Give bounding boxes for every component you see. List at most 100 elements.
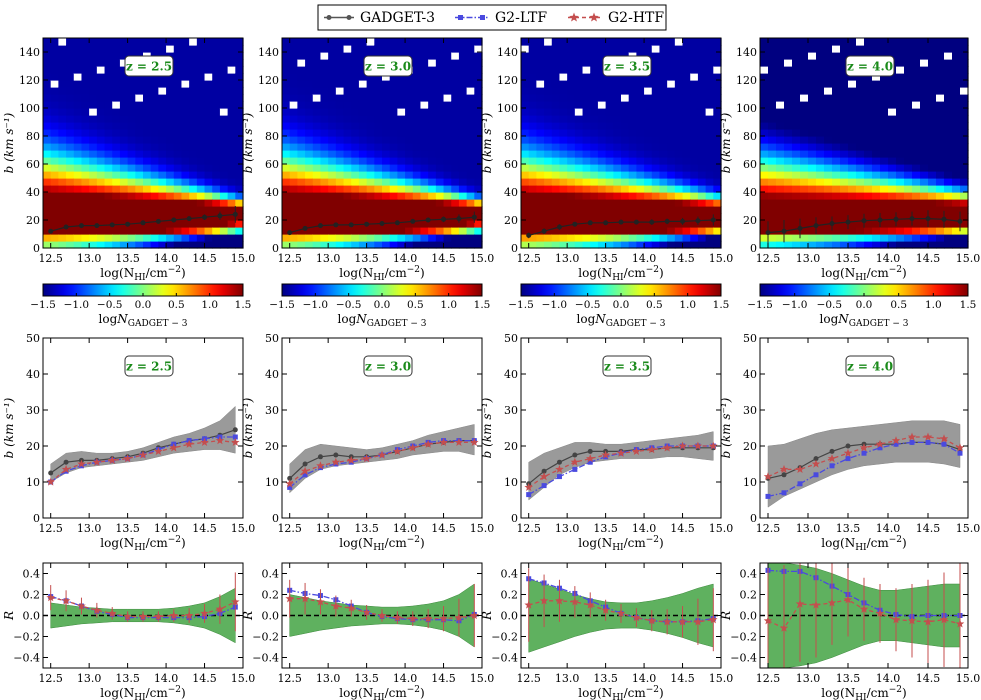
- heatmap-cell: [816, 157, 825, 165]
- heatmap-cell: [928, 157, 937, 165]
- heatmap-cell: [89, 38, 98, 46]
- heatmap-cell: [166, 213, 175, 221]
- heatmap-cell: [605, 234, 614, 242]
- heatmap-cell: [776, 87, 785, 95]
- heatmap-cell: [466, 87, 475, 95]
- htf-ratio-point: [555, 596, 564, 605]
- heatmap-cell: [840, 157, 849, 165]
- heatmap-cell: [760, 136, 769, 144]
- heatmap-cell: [73, 94, 83, 102]
- heatmap-cell: [474, 45, 483, 53]
- heatmap-cell: [521, 80, 530, 88]
- heatmap-cell: [196, 227, 206, 235]
- heatmap-cell: [567, 115, 576, 123]
- heatmap-cell: [551, 206, 561, 214]
- heatmap-cell: [628, 164, 637, 172]
- heatmap-cell: [312, 150, 322, 158]
- htf-ratio-point: [678, 617, 687, 626]
- heatmap-cell: [358, 80, 368, 88]
- heatmap-cell: [412, 150, 422, 158]
- heatmap-cell: [896, 227, 905, 235]
- heatmap-cell: [521, 199, 530, 207]
- heatmap-cell: [374, 178, 383, 186]
- heatmap-cell: [204, 178, 213, 186]
- heatmap-cell: [428, 199, 437, 207]
- heatmap-cell: [713, 185, 722, 193]
- heatmap-cell: [212, 52, 221, 60]
- heatmap-cell: [613, 80, 622, 88]
- heatmap-cell: [944, 66, 953, 74]
- heatmap-cell: [872, 199, 881, 207]
- heatmap-cell: [127, 157, 136, 165]
- heatmap-cell: [212, 38, 221, 46]
- heatmap-cell: [904, 87, 913, 95]
- heatmap-cell: [605, 192, 614, 200]
- heatmap-cell: [451, 52, 460, 60]
- heatmap-cell: [792, 185, 801, 193]
- heatmap-cell: [150, 87, 159, 95]
- heatmap-cell: [420, 59, 429, 67]
- heatmap-cell: [896, 192, 905, 200]
- heatmap-cell: [428, 38, 437, 46]
- heatmap-cell: [824, 227, 833, 235]
- heatmap-cell: [848, 192, 857, 200]
- heatmap-cell: [880, 199, 889, 207]
- heatmap-cell: [832, 38, 841, 46]
- heatmap-cell: [73, 220, 83, 228]
- heatmap-cell: [58, 164, 67, 172]
- heatmap-cell: [936, 143, 945, 151]
- heatmap-cell: [824, 241, 833, 249]
- heatmap-cell: [784, 52, 793, 60]
- heatmap-cell: [412, 115, 422, 123]
- heatmap-cell: [343, 227, 352, 235]
- heatmap-cell: [320, 45, 329, 53]
- heatmap-cell: [204, 206, 213, 214]
- heatmap-cell: [382, 206, 391, 214]
- heatmap-cell: [667, 45, 676, 53]
- heatmap-cell: [143, 73, 152, 81]
- median-point: [845, 219, 851, 225]
- gadget-point: [317, 454, 323, 460]
- heatmap-cell: [559, 164, 568, 172]
- heatmap-cell: [597, 73, 607, 81]
- heatmap-cell: [435, 164, 445, 172]
- heatmap-cell: [412, 45, 422, 53]
- heatmap-cell: [382, 150, 391, 158]
- colorbar-tick-label: 0.5: [168, 299, 185, 311]
- heatmap-cell: [328, 66, 337, 74]
- heatmap-cell: [204, 164, 213, 172]
- heatmap-cell: [166, 220, 175, 228]
- heatmap-cell: [536, 171, 545, 179]
- heatmap-cell: [312, 129, 322, 137]
- heatmap-cell: [582, 171, 591, 179]
- htf-point: [859, 443, 869, 452]
- heatmap-cell: [856, 101, 865, 109]
- heatmap-cell: [824, 136, 833, 144]
- heatmap-cell: [856, 94, 865, 102]
- heatmap-cell: [792, 164, 801, 172]
- heatmap-cell: [50, 234, 59, 242]
- heatmap-cell: [212, 234, 221, 242]
- heatmap-cell: [104, 227, 113, 235]
- heatmap-cell: [43, 164, 52, 172]
- heatmap-cell: [544, 94, 553, 102]
- heatmap-cell: [320, 206, 329, 214]
- x-tick-label: 15.0: [470, 252, 495, 265]
- heatmap-cell: [536, 185, 545, 193]
- heatmap-cell: [43, 73, 52, 81]
- heatmap-cell: [150, 129, 159, 137]
- heatmap-cell: [528, 171, 537, 179]
- heatmap-cell: [389, 241, 398, 249]
- heatmap-cell: [374, 164, 383, 172]
- heatmap-cell: [840, 171, 849, 179]
- heatmap-cell: [50, 52, 59, 60]
- heatmap-cell: [697, 38, 707, 46]
- heatmap-cell: [96, 136, 106, 144]
- heatmap-cell: [944, 213, 953, 221]
- heatmap-cell: [856, 178, 865, 186]
- heatmap-cell: [597, 143, 607, 151]
- heatmap-cell: [466, 101, 475, 109]
- heatmap-cell: [66, 80, 75, 88]
- heatmap-cell: [590, 115, 599, 123]
- heatmap-cell: [792, 171, 801, 179]
